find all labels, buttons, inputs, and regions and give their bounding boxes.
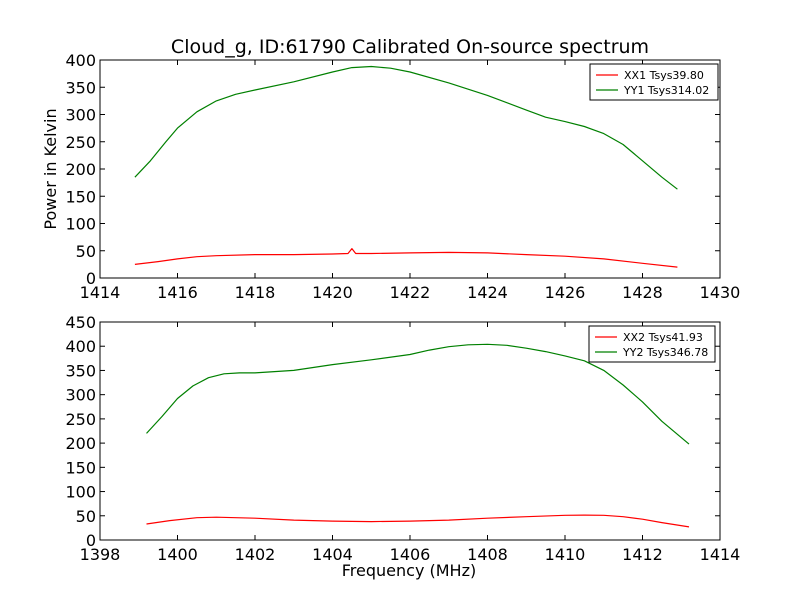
legend-label: YY1 Tsys314.02 [623, 84, 709, 97]
x-tick-label: 1414 [80, 283, 121, 302]
x-tick-label: 1402 [235, 545, 276, 564]
y-tick-label: 350 [65, 78, 96, 97]
x-tick-label: 1422 [390, 283, 431, 302]
x-tick-label: 1420 [312, 283, 353, 302]
series-line-1 [146, 514, 690, 528]
y-tick-label: 350 [65, 361, 96, 380]
y-tick-label: 250 [65, 410, 96, 429]
y-tick-label: 300 [65, 386, 96, 405]
x-tick-label: 1410 [545, 545, 586, 564]
legend-label: XX1 Tsys39.80 [624, 69, 704, 82]
y-tick-label: 0 [86, 531, 96, 550]
y-tick-label: 200 [65, 160, 96, 179]
x-tick-label: 1398 [80, 545, 121, 564]
figure-title: Cloud_g, ID:61790 Calibrated On-source s… [171, 36, 649, 58]
x-tick-label: 1430 [700, 283, 741, 302]
x-tick-label: 1428 [622, 283, 663, 302]
series-line-2 [134, 65, 678, 190]
x-axis-label: Frequency (MHz) [342, 561, 476, 580]
legend-box [589, 63, 719, 101]
y-tick-label: 400 [65, 51, 96, 70]
y-tick-label: 200 [65, 434, 96, 453]
x-tick-label: 1426 [545, 283, 586, 302]
y-tick-label: 450 [65, 313, 96, 332]
top-panel: 1414 1416 1418 1420 1422 1424 1426 1428 1430 0 50 1… [41, 51, 740, 302]
y-tick-label: 50 [76, 507, 96, 526]
x-tick-label: 1412 [622, 545, 663, 564]
y-tick-label: 300 [65, 106, 96, 125]
legend-label: YY2 Tsys346.78 [622, 346, 708, 359]
x-tick-label: 1418 [235, 283, 276, 302]
x-tick-label: 1414 [700, 545, 741, 564]
y-tick-label: 100 [65, 483, 96, 502]
x-tick-label: 1406 [390, 545, 431, 564]
x-tick-label: 1424 [467, 283, 508, 302]
y-tick-label: 250 [65, 133, 96, 152]
y-tick-label: 400 [65, 337, 96, 356]
x-tick-label: 1400 [157, 545, 198, 564]
y-tick-label: 150 [65, 458, 96, 477]
series-line-1 [134, 248, 678, 268]
y-tick-label: 0 [86, 269, 96, 288]
legend-box [588, 325, 716, 363]
bottom-panel: 1398 1400 1402 1404 1406 1408 1410 1412 1414 0 50 1… [65, 313, 740, 580]
y-tick-label: 100 [65, 215, 96, 234]
x-tick-label: 1416 [157, 283, 198, 302]
series-line-2 [146, 343, 690, 445]
y-axis-label: Power in Kelvin [41, 108, 60, 229]
y-tick-label: 50 [76, 242, 96, 261]
legend-label: XX2 Tsys41.93 [623, 331, 703, 344]
y-tick-label: 150 [65, 187, 96, 206]
x-tick-label: 1404 [312, 545, 353, 564]
x-tick-label: 1408 [467, 545, 508, 564]
